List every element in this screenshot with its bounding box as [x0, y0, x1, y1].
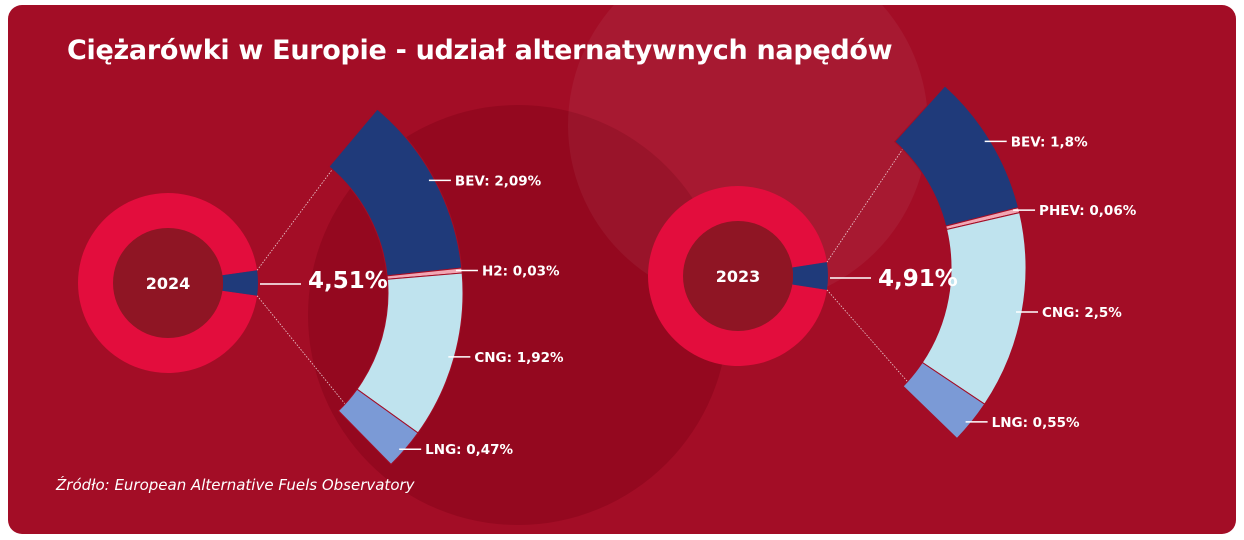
year-label: 2024	[146, 274, 191, 293]
connector-line-top	[256, 108, 378, 271]
segment-label-bev: BEV: 1,8%	[1011, 134, 1088, 150]
chart-title: Ciężarówki w Europie - udział alternatyw…	[67, 35, 893, 66]
segment-label-cng: CNG: 2,5%	[1042, 305, 1122, 321]
total-share-label: 4,51%	[308, 268, 388, 294]
ring-slice-alternative	[792, 262, 828, 290]
ring-center	[683, 221, 793, 331]
segment-lng	[902, 361, 986, 440]
segment-bev	[328, 108, 463, 277]
ring-slice-alternative	[222, 270, 258, 296]
segment-label-cng: CNG: 1,92%	[474, 350, 564, 366]
total-share-label: 4,91%	[878, 266, 958, 292]
segment-bev	[894, 85, 1020, 227]
segment-lng	[337, 388, 419, 466]
year-label: 2023	[716, 267, 761, 286]
ring-center	[113, 228, 223, 338]
segment-label-lng: LNG: 0,47%	[425, 442, 513, 458]
infographic-card: Ciężarówki w Europie - udział alternatyw…	[8, 5, 1236, 534]
connector-line-top	[826, 85, 946, 263]
segment-label-h2: H2: 0,03%	[482, 264, 560, 280]
segment-label-lng: LNG: 0,55%	[992, 415, 1080, 431]
segment-label-bev: BEV: 2,09%	[455, 173, 542, 189]
segment-label-phev: PHEV: 0,06%	[1039, 203, 1137, 219]
source-note: Źródło: European Alternative Fuels Obser…	[56, 476, 415, 494]
chart-2023: 2023 BEV: 1,8% PHEV: 0,06% CNG: 2,5% LNG: 0,…	[648, 85, 1137, 440]
chart-2024: 2024 BEV: 2,09% H2: 0,03% CNG: 1,92% LNG: 0,…	[77, 108, 564, 466]
charts-canvas: 2024 BEV: 2,09% H2: 0,03% CNG: 1,92% LNG: 0,…	[77, 85, 1137, 466]
